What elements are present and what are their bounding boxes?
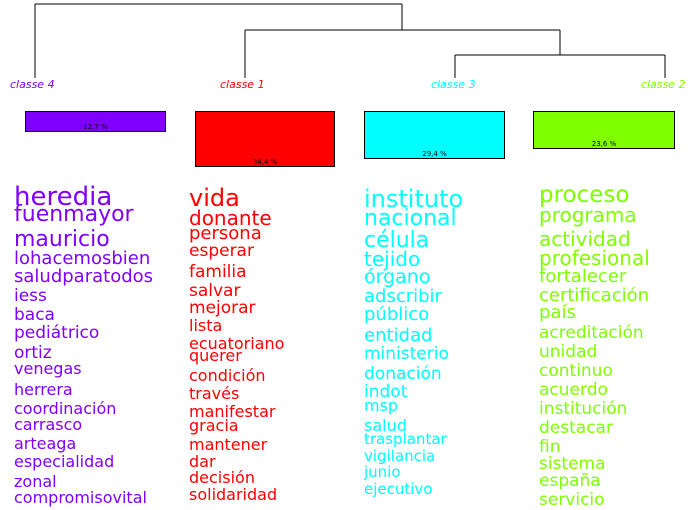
percentage-label: 12,7 % (83, 123, 108, 131)
word-label: proceso (539, 182, 630, 208)
word-label: fin (539, 437, 561, 457)
word-label: vida (189, 184, 240, 212)
word-label: unidad (539, 342, 598, 362)
word-label: vigilancia (364, 447, 436, 465)
word-label: dar (189, 452, 216, 471)
word-label: condición (189, 366, 266, 385)
percentage-label: 29,4 % (422, 150, 447, 158)
word-label: gracia (189, 416, 239, 435)
word-label: iess (14, 286, 47, 306)
class-percentage-bar: 29,4 % (364, 111, 505, 159)
word-label: célula (364, 228, 430, 253)
word-label: indot (364, 382, 408, 402)
word-label: programa (539, 203, 637, 227)
word-label: ejecutivo (364, 480, 433, 498)
word-label: zonal (14, 472, 57, 491)
word-label: mejorar (189, 298, 256, 318)
word-label: junio (364, 463, 401, 481)
class-label: classe 2 (641, 78, 686, 91)
word-label: lista (189, 316, 223, 335)
word-label: adscribir (364, 286, 442, 307)
word-label: través (189, 384, 240, 403)
class-label: classe 1 (220, 78, 265, 91)
word-label: salud (364, 416, 407, 435)
word-label: público (364, 304, 430, 325)
word-label: arteaga (14, 434, 77, 453)
word-label: familia (189, 262, 247, 282)
word-label: solidaridad (189, 485, 278, 504)
dendrogram-tree (34, 3, 666, 78)
word-label: pediátrico (14, 323, 100, 343)
class-percentage-bar: 34,4 % (195, 111, 335, 167)
word-label: entidad (364, 325, 433, 346)
word-label: carrasco (14, 415, 83, 434)
word-label: manifestar (189, 402, 276, 421)
word-label: lohacemosbien (14, 248, 151, 269)
class-percentage-bar: 23,6 % (533, 111, 675, 149)
word-label: país (539, 302, 576, 323)
word-label: fortalecer (539, 266, 627, 287)
word-label: institución (539, 399, 628, 419)
word-label: instituto (364, 185, 464, 213)
word-label: coordinación (14, 399, 117, 418)
word-label: ministerio (364, 344, 449, 364)
word-label: mauricio (14, 227, 110, 252)
word-label: msp (364, 396, 399, 415)
word-label: españa (539, 471, 601, 491)
word-label: profesional (539, 246, 650, 270)
word-label: venegas (14, 359, 82, 378)
word-label: servicio (539, 490, 605, 510)
word-label: saludparatodos (14, 266, 154, 287)
word-label: heredia (14, 182, 113, 212)
word-label: fuenmayor (14, 202, 134, 227)
percentage-label: 34,4 % (252, 158, 278, 166)
word-label: tejido (364, 247, 421, 271)
word-label: compromisovital (14, 488, 147, 507)
word-label: especialidad (14, 452, 115, 471)
class-label: classe 4 (10, 78, 55, 91)
word-label: ecuatoriano (189, 334, 285, 353)
word-label: destacar (539, 418, 613, 438)
word-label: persona (189, 223, 262, 244)
word-label: sistema (539, 454, 606, 474)
word-label: donante (189, 206, 272, 230)
word-label: baca (14, 305, 55, 325)
word-label: querer (189, 346, 242, 365)
word-label: herrera (14, 380, 73, 399)
word-label: salvar (189, 281, 241, 301)
word-label: certificación (539, 285, 650, 306)
word-label: acreditación (539, 323, 644, 343)
word-label: nacional (364, 206, 457, 231)
word-label: esperar (189, 241, 254, 261)
word-label: mantener (189, 435, 268, 454)
word-label: decisión (189, 468, 255, 487)
word-label: trasplantar (364, 430, 447, 448)
word-label: órgano (364, 266, 431, 288)
word-label: continuo (539, 361, 613, 381)
word-label: ortiz (14, 343, 52, 363)
word-label: actividad (539, 227, 631, 251)
class-label: classe 3 (431, 78, 476, 91)
word-label: donación (364, 364, 442, 384)
word-label: acuerdo (539, 380, 608, 400)
percentage-label: 23,6 % (591, 140, 617, 148)
class-percentage-bar: 12,7 % (25, 111, 166, 132)
